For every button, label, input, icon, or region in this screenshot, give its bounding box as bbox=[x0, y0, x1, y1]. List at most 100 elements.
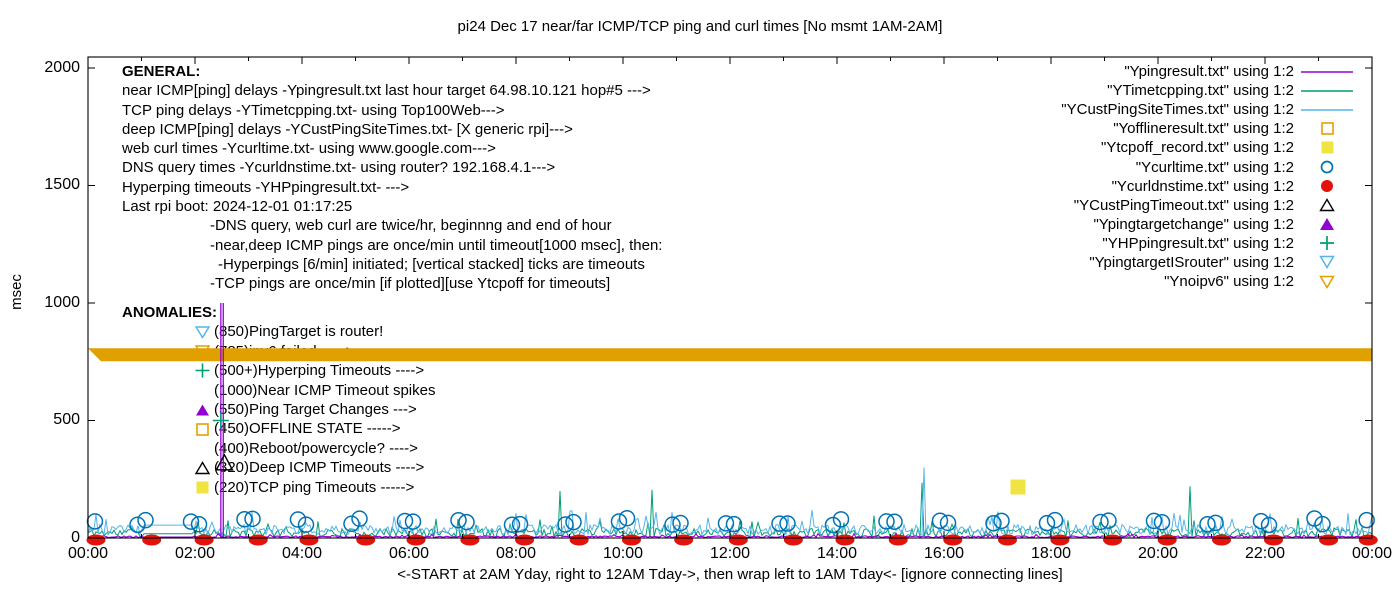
legend-label: "YCustPingTimeout.txt" using 1:2 bbox=[1073, 196, 1294, 214]
anomaly-text: (220)TCP ping Timeouts -----> bbox=[214, 478, 415, 496]
x-tick-label: 10:00 bbox=[602, 545, 644, 562]
down-triangle-icon bbox=[195, 343, 214, 359]
anomaly-text: (450)OFFLINE STATE -----> bbox=[214, 420, 401, 438]
plus-icon bbox=[195, 363, 214, 379]
anomaly-item: (1000)Near ICMP Timeout spikes bbox=[122, 381, 435, 400]
y-tick-label: 0 bbox=[71, 529, 80, 546]
anomalies-annotations: ANOMALIES: (850)PingTarget is router! (7… bbox=[122, 303, 435, 497]
legend-entry: "Ypingtargetchange" using 1:2 bbox=[1061, 215, 1360, 234]
legend-entry: "YpingtargetISrouter" using 1:2 bbox=[1061, 253, 1360, 272]
no-marker bbox=[195, 440, 214, 456]
legend-entry: "Ytcpoff_record.txt" using 1:2 bbox=[1061, 138, 1360, 157]
anomalies-heading: ANOMALIES: bbox=[122, 304, 217, 321]
general-line: TCP ping delays -YTimetcpping.txt- using… bbox=[122, 101, 505, 119]
circle-icon bbox=[1294, 159, 1360, 175]
square-icon bbox=[1294, 140, 1360, 155]
general-annotations: GENERAL: near ICMP[ping] delays -Ypingre… bbox=[122, 62, 662, 294]
legend: "Ypingresult.txt" using 1:2 "YTimetcppin… bbox=[1061, 62, 1360, 291]
anomaly-text: (850)PingTarget is router! bbox=[214, 323, 384, 341]
general-line: deep ICMP[ping] delays -YCustPingSiteTim… bbox=[122, 120, 573, 138]
up-triangle-icon bbox=[1294, 217, 1360, 231]
anomaly-text: (550)Ping Target Changes ---> bbox=[214, 400, 417, 418]
anomaly-item: (500+)Hyperping Timeouts ----> bbox=[122, 361, 435, 380]
x-tick-label: 14:00 bbox=[816, 545, 858, 562]
legend-label: "Yofflineresult.txt" using 1:2 bbox=[1113, 120, 1294, 138]
legend-entry: "YTimetcpping.txt" using 1:2 bbox=[1061, 81, 1360, 100]
legend-entry: "Ypingresult.txt" using 1:2 bbox=[1061, 62, 1360, 81]
legend-label: "YCustPingSiteTimes.txt" using 1:2 bbox=[1061, 101, 1294, 119]
general-line: Hyperping timeouts -YHPpingresult.txt- -… bbox=[122, 178, 410, 196]
legend-entry: "Ynoipv6" using 1:2 bbox=[1061, 272, 1360, 291]
legend-label: "Ynoipv6" using 1:2 bbox=[1164, 273, 1294, 291]
general-note: -near,deep ICMP pings are once/min until… bbox=[210, 236, 663, 254]
general-note: -DNS query, web curl are twice/hr, begin… bbox=[210, 217, 612, 235]
line-sample-icon bbox=[1294, 65, 1360, 79]
x-tick-label: 22:00 bbox=[1244, 545, 1286, 562]
legend-entry: "Ycurltime.txt" using 1:2 bbox=[1061, 157, 1360, 176]
legend-label: "YHPpingresult.txt" using 1:2 bbox=[1102, 234, 1294, 252]
chart-title: pi24 Dec 17 near/far ICMP/TCP ping and c… bbox=[457, 18, 943, 35]
legend-label: "Ycurltime.txt" using 1:2 bbox=[1135, 158, 1294, 176]
legend-label: "YpingtargetISrouter" using 1:2 bbox=[1089, 253, 1294, 271]
general-note: -Hyperpings [6/min] initiated; [vertical… bbox=[218, 255, 645, 273]
plus-icon bbox=[1294, 235, 1360, 251]
anomaly-item: (220)TCP ping Timeouts -----> bbox=[122, 478, 435, 497]
up-triangle-icon bbox=[195, 402, 214, 418]
legend-label: "Ypingtargetchange" using 1:2 bbox=[1093, 215, 1294, 233]
anomaly-text: (1000)Near ICMP Timeout spikes bbox=[214, 381, 436, 399]
x-tick-label: 00:00 bbox=[67, 545, 109, 562]
square-icon bbox=[195, 479, 214, 495]
y-tick-label: 2000 bbox=[44, 59, 80, 76]
general-heading: GENERAL: bbox=[122, 63, 201, 80]
x-tick-label: 16:00 bbox=[923, 545, 965, 562]
y-tick-label: 1500 bbox=[44, 176, 80, 193]
line-sample-icon bbox=[1294, 103, 1360, 117]
anomaly-text: (785)ipv6 failed -----> bbox=[214, 342, 355, 360]
legend-entry: "Yofflineresult.txt" using 1:2 bbox=[1061, 119, 1360, 138]
down-triangle-icon bbox=[1294, 255, 1360, 270]
legend-entry: "YHPpingresult.txt" using 1:2 bbox=[1061, 234, 1360, 253]
x-tick-label: 12:00 bbox=[709, 545, 751, 562]
general-line: web curl times -Ycurltime.txt- using www… bbox=[122, 140, 496, 158]
x-tick-label: 18:00 bbox=[1030, 545, 1072, 562]
x-tick-label: 02:00 bbox=[174, 545, 216, 562]
anomaly-text: (400)Reboot/powercycle? ----> bbox=[214, 439, 418, 457]
general-line: Last rpi boot: 2024-12-01 01:17:25 bbox=[122, 198, 353, 216]
general-note: -TCP pings are once/min [if plotted][use… bbox=[210, 275, 611, 293]
anomaly-text: (500+)Hyperping Timeouts ----> bbox=[214, 362, 425, 380]
legend-entry: "YCustPingTimeout.txt" using 1:2 bbox=[1061, 196, 1360, 215]
anomaly-item: (785)ipv6 failed -----> bbox=[122, 342, 435, 361]
general-line: DNS query times -Ycurldnstime.txt- using… bbox=[122, 159, 556, 177]
general-line: near ICMP[ping] delays -Ypingresult.txt … bbox=[122, 82, 651, 100]
square-icon bbox=[195, 421, 214, 437]
down-triangle-icon bbox=[195, 324, 214, 340]
legend-label: "YTimetcpping.txt" using 1:2 bbox=[1107, 82, 1294, 100]
anomaly-item: (400)Reboot/powercycle? ----> bbox=[122, 439, 435, 458]
x-tick-label: 20:00 bbox=[1137, 545, 1179, 562]
anomaly-item: (320)Deep ICMP Timeouts ----> bbox=[122, 458, 435, 477]
legend-label: "Ycurldnstime.txt" using 1:2 bbox=[1111, 177, 1294, 195]
x-tick-label: 00:00 bbox=[1351, 545, 1393, 562]
y-axis-label: msec bbox=[8, 274, 25, 310]
anomaly-item: (850)PingTarget is router! bbox=[122, 322, 435, 341]
y-tick-label: 1000 bbox=[44, 294, 80, 311]
x-axis-label: <-START at 2AM Yday, right to 12AM Tday-… bbox=[397, 566, 1063, 583]
no-marker bbox=[195, 382, 214, 398]
x-tick-label: 06:00 bbox=[388, 545, 430, 562]
legend-label: "Ypingresult.txt" using 1:2 bbox=[1124, 63, 1294, 81]
anomaly-item: (550)Ping Target Changes ---> bbox=[122, 400, 435, 419]
legend-label: "Ytcpoff_record.txt" using 1:2 bbox=[1101, 139, 1294, 157]
x-tick-label: 04:00 bbox=[281, 545, 323, 562]
y-tick-label: 500 bbox=[53, 411, 80, 428]
up-triangle-icon bbox=[195, 460, 214, 476]
square-icon bbox=[1294, 121, 1360, 136]
down-triangle-icon bbox=[1294, 275, 1360, 289]
anomaly-item: (450)OFFLINE STATE -----> bbox=[122, 419, 435, 438]
x-tick-label: 08:00 bbox=[495, 545, 537, 562]
legend-entry: "Ycurldnstime.txt" using 1:2 bbox=[1061, 177, 1360, 196]
up-triangle-icon bbox=[1294, 198, 1360, 212]
circle-icon bbox=[1294, 178, 1360, 194]
line-sample-icon bbox=[1294, 84, 1360, 98]
legend-entry: "YCustPingSiteTimes.txt" using 1:2 bbox=[1061, 100, 1360, 119]
